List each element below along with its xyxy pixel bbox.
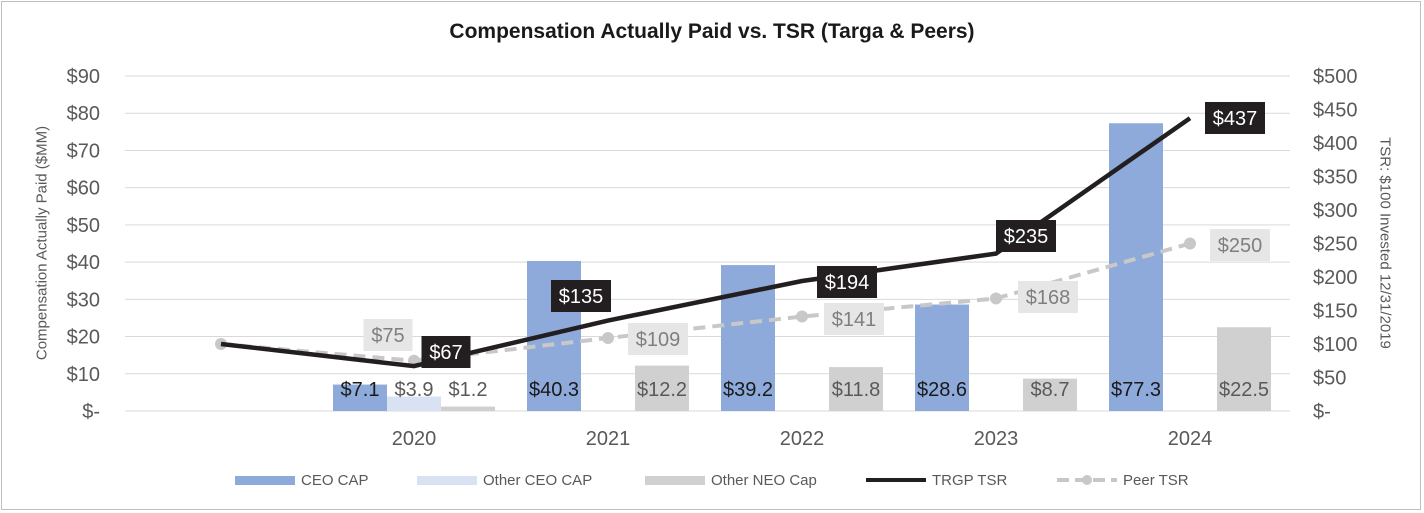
data-labels: $7.1 $40.3 $39.2 $28.6 $77.3 $3.9 $1.2 $12.2 $11… [341,102,1270,401]
right-tick-label: $350 [1313,167,1358,189]
category-label-2020: 2020 [392,428,437,450]
bar-ceo-cap-2024 [1109,123,1163,412]
right-tick-label: $150 [1313,301,1358,323]
legend-item-other-ceo-cap: Other CEO CAP [417,468,592,492]
category-label-2024: 2024 [1168,428,1213,450]
right-tick-label: $300 [1313,200,1358,222]
bar-other-neo-cap-2021 [635,365,689,411]
trgp-label-2020: $67 [429,342,462,364]
marker-peer-tsr-2022 [796,310,808,323]
trgp-label-box-2024 [1205,102,1265,134]
category-label-2022: 2022 [780,428,825,450]
left-tick-label: $40 [67,252,100,274]
chart-title: Compensation Actually Paid vs. TSR (Targ… [449,20,975,43]
line-peer-tsr [220,241,1191,363]
bar-ceo-cap-2023 [915,304,969,411]
trgp-label-2023: $235 [1004,226,1049,248]
peer-label-box-2020 [363,319,413,351]
left-tick-label: $60 [67,178,100,200]
peer-label-box-2022 [824,303,884,335]
peer-label-2022: $141 [832,309,877,331]
bar-label-ceo-cap-2020: $7.1 [341,379,380,401]
legend-item-trgp-tsr: TRGP TSR [866,468,1007,492]
right-tick-label: $500 [1313,66,1358,88]
bar-label-other-neo-cap-2020: $1.2 [449,379,488,401]
right-tick-label: $400 [1313,133,1358,155]
bar-label-other-neo-cap-2021: $12.2 [637,379,687,401]
gridlines [125,75,1290,412]
peer-label-2023: $168 [1026,287,1071,309]
legend-label-other-neo-cap: Other NEO Cap [711,471,817,489]
bar-other-neo-cap-2020 [441,406,495,411]
left-tick-label: $50 [67,215,100,237]
bar-label-other-neo-cap-2022: $11.8 [832,379,881,401]
trgp-label-box-2022 [817,266,877,298]
axis-ticks: $- $10 $20 $30 $40 $50 $60 $70 $80 $90 $- $50 $100 $1… [67,66,1358,450]
legend-label-ceo-cap: CEO CAP [301,471,369,489]
left-tick-label: $90 [67,66,100,88]
bar-label-other-neo-cap-2023: $8.7 [1031,379,1070,401]
category-label-2023: 2023 [974,428,1019,450]
left-tick-label: $20 [67,327,100,349]
peer-label-box-2021 [628,323,688,355]
right-tick-label: $250 [1313,234,1358,256]
legend-swatch-ceo-cap [235,475,295,485]
bar-label-ceo-cap-2022: $39.2 [723,379,773,401]
left-tick-label: $- [82,401,100,423]
legend-swatch-other-ceo-cap [417,475,477,485]
trgp-label-2024: $437 [1213,108,1258,130]
peer-label-box-2024 [1210,229,1270,261]
peer-label-2021: $109 [636,329,681,351]
left-tick-label: $80 [67,103,100,125]
bar-other-neo-cap-2024 [1217,327,1271,411]
right-tick-label: $50 [1313,368,1346,390]
bar-label-other-ceo-cap-2020: $3.9 [395,379,434,401]
right-tick-label: $200 [1313,267,1358,289]
legend-swatch-peer-tsr [1057,475,1117,485]
legend-item-peer-tsr: Peer TSR [1057,468,1189,492]
trgp-label-box-2020 [421,336,471,368]
legend-swatch-trgp-tsr [866,478,926,482]
trgp-label-box-2023 [996,220,1056,252]
bar-label-other-neo-cap-2024: $22.5 [1219,379,1269,401]
legend-item-ceo-cap: CEO CAP [235,468,369,492]
legend-label-other-ceo-cap: Other CEO CAP [483,471,593,489]
bar-other-neo-cap-2022 [829,367,883,411]
right-tick-label: $- [1313,401,1331,423]
bar-ceo-cap-2020 [333,384,387,411]
marker-peer-tsr-2024 [1184,237,1196,250]
peer-label-2024: $250 [1218,235,1263,257]
bar-other-ceo-cap-2020 [387,396,441,411]
bar-label-ceo-cap-2023: $28.6 [917,379,967,401]
legend-item-other-neo-cap: Other NEO Cap [645,468,817,492]
left-tick-label: $10 [67,364,100,386]
bar-other-neo-cap-2023 [1023,378,1077,411]
peer-label-2020: $75 [371,325,404,347]
marker-peer-tsr-2021 [602,331,614,344]
trgp-label-2022: $194 [825,272,870,294]
marker-peer-tsr-2023 [990,292,1002,305]
trgp-label-2021: $135 [559,286,604,308]
legend-label-trgp-tsr: TRGP TSR [932,471,1008,489]
left-tick-label: $70 [67,140,100,162]
right-tick-label: $450 [1313,100,1358,122]
peer-label-box-2023 [1018,281,1078,313]
right-tick-label: $100 [1313,334,1358,356]
category-label-2021: 2021 [586,428,631,450]
bar-label-ceo-cap-2021: $40.3 [529,379,579,401]
trgp-label-box-2021 [551,280,611,312]
left-tick-label: $30 [67,289,100,311]
legend-swatch-other-neo-cap [645,475,705,485]
legend: CEO CAP Other CEO CAP Other NEO Cap TRGP… [0,468,1424,492]
legend-label-peer-tsr: Peer TSR [1123,471,1189,489]
bars [333,123,1271,412]
bar-label-ceo-cap-2024: $77.3 [1111,379,1161,401]
